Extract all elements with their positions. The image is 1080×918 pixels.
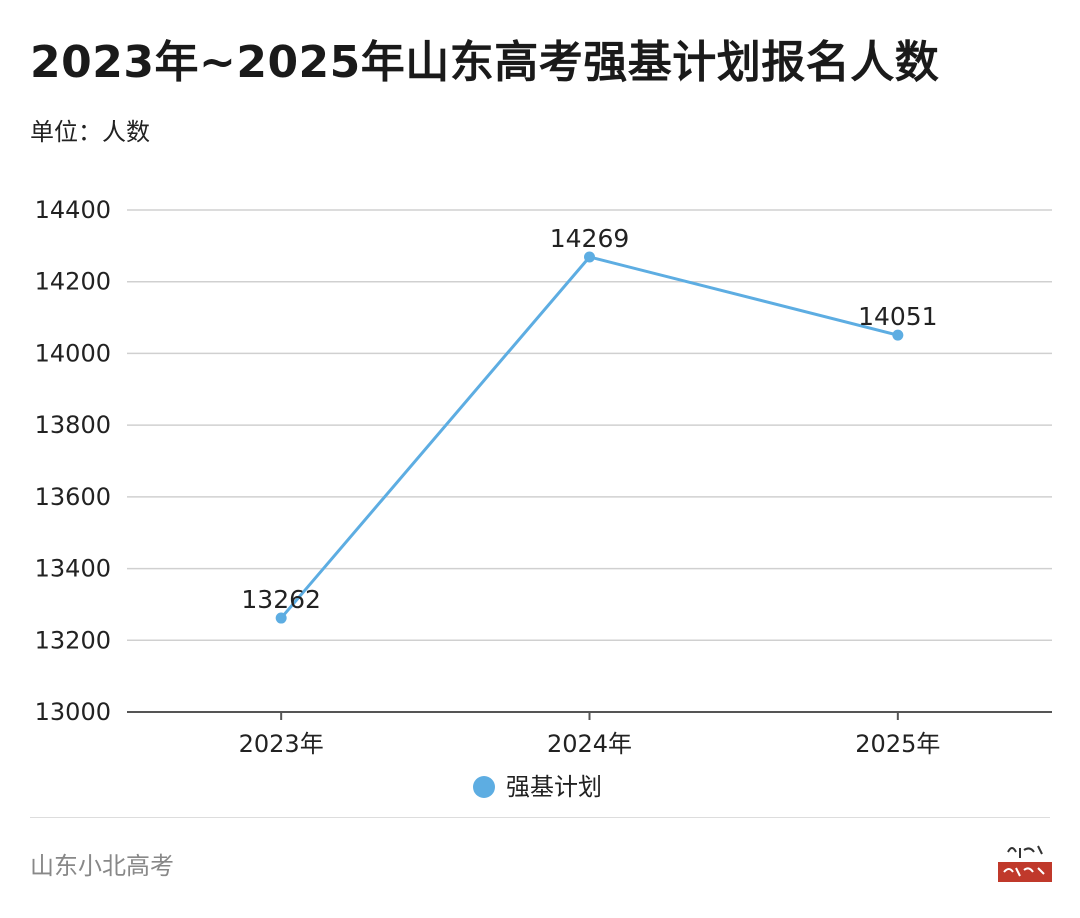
data-point xyxy=(275,612,287,624)
data-point xyxy=(584,251,595,263)
y-tick-label: 13200 xyxy=(35,626,111,654)
unit-label: 单位：人数 xyxy=(30,118,150,146)
data-point xyxy=(892,329,904,341)
x-tick-label: 2023年 xyxy=(239,730,324,758)
legend-marker xyxy=(473,776,495,798)
footer-divider xyxy=(30,817,1050,818)
y-tick-label: 14200 xyxy=(35,268,111,296)
chart-title: 2023年~2025年山东高考强基计划报名人数 xyxy=(30,37,940,88)
data-label: 14051 xyxy=(858,302,938,331)
line-chart: 13000 13200 13400 13600 13800 14000 14200 14400… xyxy=(35,196,1052,801)
source-label: 山东小北高考 xyxy=(30,852,174,880)
x-tick-label: 2025年 xyxy=(855,730,940,758)
y-tick-label: 14400 xyxy=(35,196,111,224)
y-tick-label: 13400 xyxy=(35,555,111,583)
x-tick-label: 2024年 xyxy=(547,730,632,758)
y-tick-label: 13600 xyxy=(35,483,111,511)
series-line xyxy=(280,255,899,620)
data-label: 14269 xyxy=(550,224,630,253)
data-label: 13262 xyxy=(241,585,321,614)
legend-label: 强基计划 xyxy=(506,773,602,801)
y-tick-label: 13000 xyxy=(35,698,111,726)
y-tick-label: 14000 xyxy=(35,339,111,367)
logo-stamp-icon xyxy=(998,845,1052,882)
y-tick-label: 13800 xyxy=(35,411,111,439)
